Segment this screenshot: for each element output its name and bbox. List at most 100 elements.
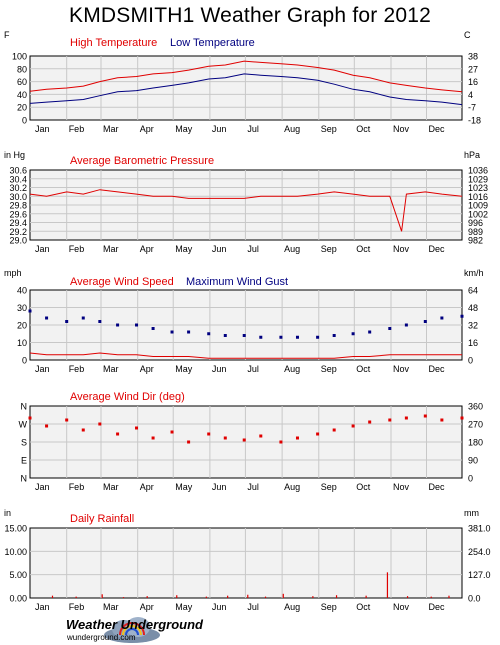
y-tick-label: 29.0 [9, 236, 27, 246]
y-tick-label: 0 [22, 356, 27, 366]
y2-tick-label: 1002 [468, 209, 488, 219]
data-point [81, 316, 85, 320]
x-tick-label: Feb [69, 482, 85, 492]
x-tick-label: Dec [428, 482, 445, 492]
data-point [351, 332, 355, 336]
x-tick-label: Oct [356, 124, 371, 134]
data-point [65, 418, 69, 422]
data-point [423, 320, 427, 323]
data-point [332, 334, 336, 337]
x-tick-label: Nov [393, 364, 410, 374]
data-point [98, 422, 102, 426]
y-tick-label: 0.00 [9, 594, 27, 604]
y-tick-label: 15.00 [4, 524, 27, 534]
x-tick-label: Jul [247, 482, 259, 492]
y2-tick-label: 381.0 [468, 524, 491, 534]
legend-avg-wind: Average Wind Speed [70, 276, 174, 288]
data-point [460, 416, 464, 420]
y-tick-label: 40 [17, 90, 27, 100]
y-tick-label: 20 [17, 321, 27, 331]
chart-title: Average Barometric Pressure [70, 155, 214, 167]
x-tick-label: Dec [428, 602, 445, 612]
data-point [207, 332, 211, 336]
data-point [81, 428, 85, 432]
x-tick-label: Nov [393, 124, 410, 134]
y2-tick-label: 989 [468, 227, 483, 237]
data-point [116, 323, 120, 327]
data-point [116, 432, 120, 436]
x-tick-label: Sep [321, 602, 337, 612]
data-point [295, 335, 299, 339]
y2-tick-label: 1023 [468, 183, 488, 193]
x-tick-label: Sep [321, 124, 337, 134]
y2-tick-label: 27 [468, 64, 478, 74]
legend-max-gust: Maximum Wind Gust [186, 276, 288, 288]
right-unit-label: mm [464, 508, 479, 518]
x-tick-label: Feb [69, 602, 85, 612]
y2-tick-label: 38 [468, 52, 478, 62]
y-tick-label: S [21, 438, 27, 448]
data-point [295, 436, 299, 440]
x-tick-label: Jul [247, 602, 259, 612]
x-tick-label: May [175, 124, 193, 134]
left-unit-label: F [4, 30, 10, 40]
data-point [316, 335, 320, 339]
y2-tick-label: 90 [468, 456, 478, 466]
brand-url[interactable]: wunderground.com [67, 633, 136, 642]
x-tick-label: Aug [284, 602, 300, 612]
y2-tick-label: 982 [468, 236, 483, 246]
brand-name[interactable]: Weather Underground [66, 617, 203, 632]
data-point [423, 414, 427, 418]
data-point [242, 334, 246, 337]
y-tick-label: 30.4 [9, 174, 27, 184]
plot-area [29, 55, 463, 121]
left-unit-label: in Hg [4, 150, 25, 160]
y-tick-label: 29.6 [9, 209, 27, 219]
x-tick-label: Dec [428, 124, 445, 134]
y2-tick-label: 0.0 [468, 594, 481, 604]
y2-tick-label: 1016 [468, 192, 488, 202]
legend-high-temp: High Temperature [70, 37, 157, 49]
series-line-wind-0 [29, 352, 462, 359]
series-line-pressure-0 [29, 189, 463, 232]
x-tick-label: Apr [140, 602, 154, 612]
x-tick-label: Jun [212, 364, 227, 374]
x-tick-label: Jun [212, 124, 227, 134]
y2-tick-label: 64 [468, 286, 478, 296]
x-tick-label: Oct [356, 244, 371, 254]
y2-tick-label: 48 [468, 303, 478, 313]
legend-low-temp: Low Temperature [170, 37, 255, 49]
data-point [404, 323, 408, 327]
y2-tick-label: 16 [468, 338, 478, 348]
y-tick-label: 0 [22, 116, 27, 126]
y2-tick-label: 16 [468, 77, 478, 87]
x-tick-label: Aug [284, 482, 300, 492]
y-tick-label: 29.4 [9, 218, 27, 228]
x-tick-label: Nov [393, 482, 410, 492]
x-tick-label: Jun [212, 602, 227, 612]
data-point [460, 314, 464, 318]
x-tick-label: Mar [103, 602, 119, 612]
data-point [135, 323, 139, 327]
pressure-chart: 29.0 982 29.2 989 29.4 996 29.6 1002 29.8 1009 30.… [4, 150, 488, 254]
y2-tick-label: 1009 [468, 201, 488, 211]
x-tick-label: Jun [212, 244, 227, 254]
data-point [279, 440, 283, 444]
chart-title: Average Wind Dir (deg) [70, 391, 185, 403]
y-tick-label: 30 [17, 303, 27, 313]
x-tick-label: Apr [140, 482, 154, 492]
data-point [65, 320, 69, 323]
x-tick-label: Aug [284, 124, 300, 134]
x-tick-label: May [175, 602, 193, 612]
left-unit-label: mph [4, 268, 22, 278]
chart-title: Daily Rainfall [70, 513, 134, 525]
y-tick-label: 29.8 [9, 201, 27, 211]
cloud-rainbow-icon [104, 617, 160, 643]
x-tick-label: Jan [35, 364, 50, 374]
temp-chart: 0 -18 20 -7 40 4 60 16 80 27 100 38 Jan Feb Mar Apr May J… [4, 30, 481, 134]
page-title: KMDSMITH1 Weather Graph for 2012 [69, 4, 431, 27]
x-tick-label: Sep [321, 364, 337, 374]
y-tick-label: 10.00 [4, 547, 27, 557]
y-tick-label: 30.2 [9, 183, 27, 193]
right-unit-label: hPa [464, 150, 480, 160]
